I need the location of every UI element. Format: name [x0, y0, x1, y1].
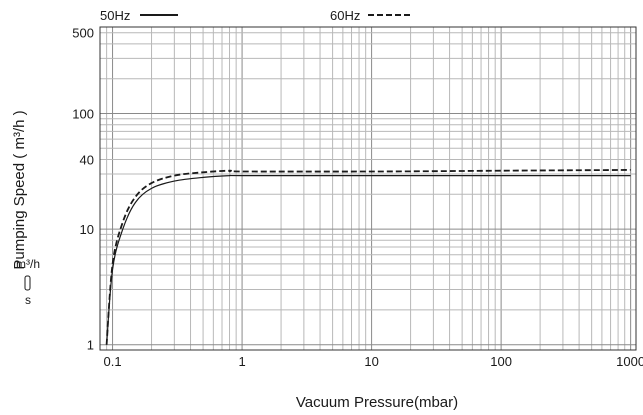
y-axis-title: Pumping Speed ( m³/h ) [11, 110, 28, 269]
legend: 50Hz 60Hz [100, 8, 410, 23]
y-tick-labels: 1 10 40 100 500 [72, 26, 94, 353]
conversion-arrow-icon [24, 275, 31, 291]
y-tick-label: 1 [87, 338, 94, 353]
x-tick-label: 10 [364, 354, 378, 369]
x-tick-label: 0.1 [104, 354, 122, 369]
y-tick-label: 500 [72, 26, 94, 41]
curves [105, 169, 631, 345]
legend-label-50hz: 50Hz [100, 8, 130, 23]
y-tick-label: 40 [80, 153, 94, 168]
series-line-50hz [106, 174, 631, 345]
x-tick-label: 1000 [616, 354, 643, 369]
unit-conversion-bottom: s [25, 293, 31, 307]
unit-conversion-note: m³/h s [16, 257, 40, 307]
x-axis-title: Vacuum Pressure(mbar) [296, 394, 458, 411]
x-tick-label: 100 [490, 354, 512, 369]
unit-conversion-top: m³/h [16, 257, 40, 271]
legend-label-60hz: 60Hz [330, 8, 360, 23]
x-tick-label: 1 [238, 354, 245, 369]
y-tick-label: 100 [72, 106, 94, 121]
x-tick-labels: 0.1 1 10 100 1000 [104, 354, 643, 369]
grid [100, 27, 636, 350]
plot-area-frame [99, 26, 637, 351]
y-tick-label: 10 [80, 222, 94, 237]
series-line-60hz [105, 169, 631, 345]
